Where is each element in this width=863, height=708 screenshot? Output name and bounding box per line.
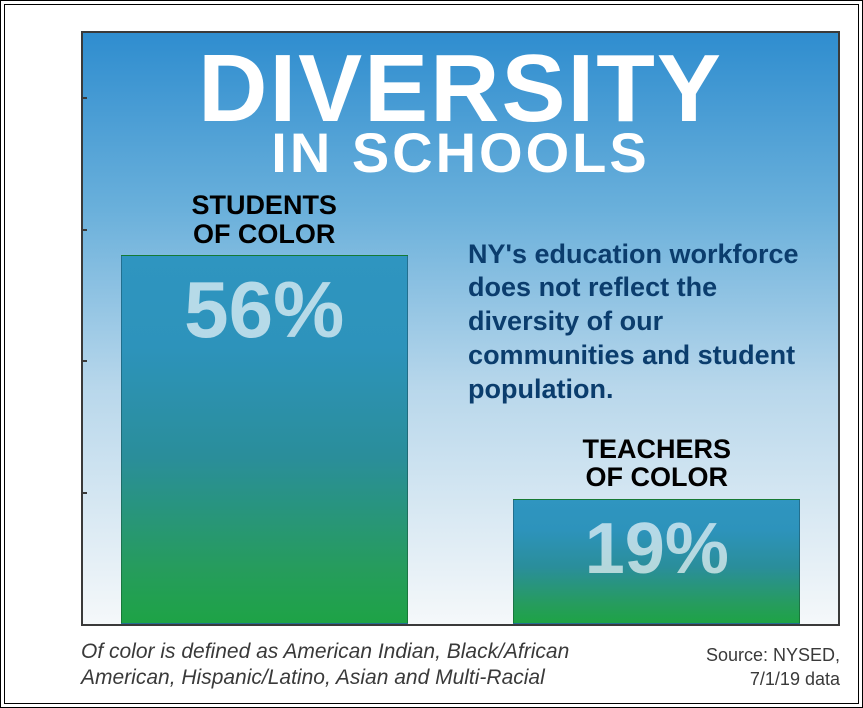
source-line1: Source: NYSED, xyxy=(706,645,840,665)
bar-label: TEACHERSOF COLOR xyxy=(514,435,799,500)
chart-area: DIVERSITY IN SCHOOLS 020406080 STUDENTSO… xyxy=(81,31,840,626)
bar-label: STUDENTSOF COLOR xyxy=(122,191,407,256)
bar: TEACHERSOF COLOR19% xyxy=(513,499,800,624)
footnote: Of color is defined as American Indian, … xyxy=(81,639,641,692)
bar-value: 56% xyxy=(122,264,407,356)
source-citation: Source: NYSED, 7/1/19 data xyxy=(706,644,840,691)
callout-text: NY's education workforce does not reflec… xyxy=(468,238,808,407)
bar-value: 19% xyxy=(514,508,799,590)
plot-region: 020406080 STUDENTSOF COLOR56%TEACHERSOF … xyxy=(83,64,838,624)
bar: STUDENTSOF COLOR56% xyxy=(121,255,408,624)
source-line2: 7/1/19 data xyxy=(750,669,840,689)
